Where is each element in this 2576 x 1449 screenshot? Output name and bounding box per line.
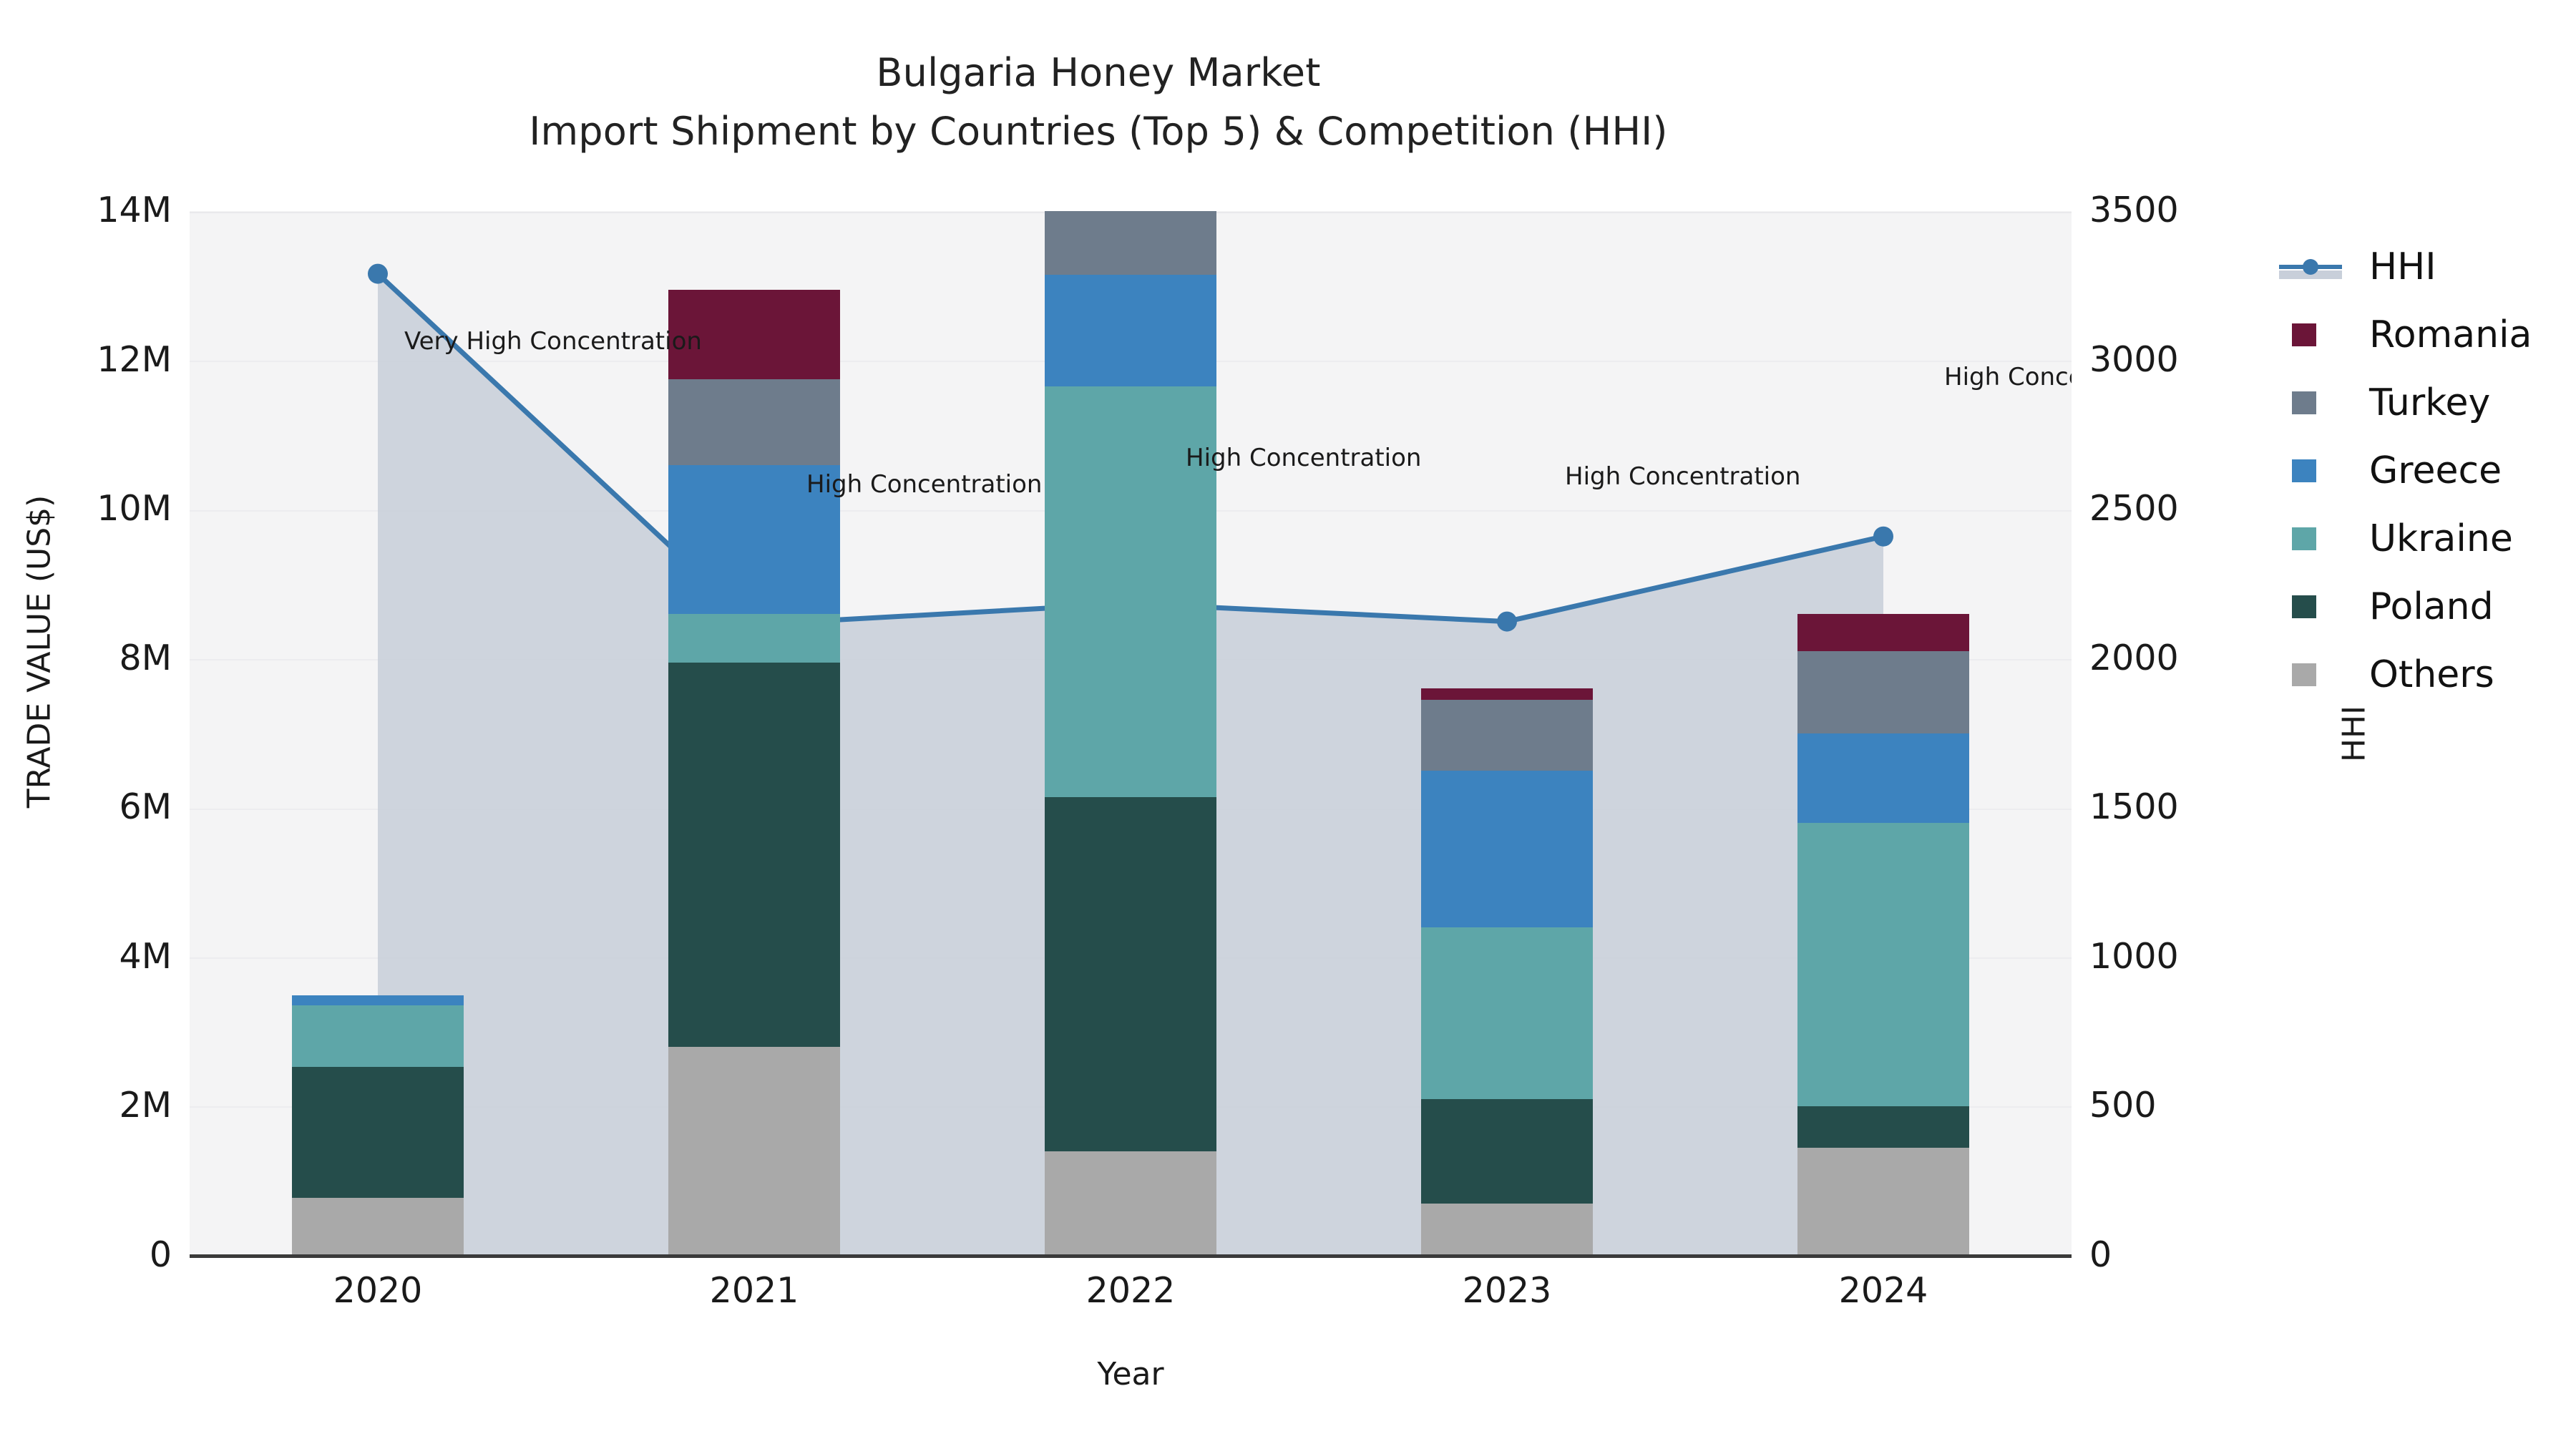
bar-segment-ukraine[interactable] bbox=[668, 614, 840, 663]
legend-swatch-icon bbox=[2292, 391, 2316, 414]
legend-swatch-icon bbox=[2292, 595, 2316, 618]
bar-segment-turkey[interactable] bbox=[1421, 700, 1593, 771]
legend-swatch-key-icon bbox=[2279, 519, 2365, 558]
bar-segment-ukraine[interactable] bbox=[292, 1005, 464, 1068]
chart-figure: Bulgaria Honey Market Import Shipment by… bbox=[0, 0, 2576, 1449]
y-axis-left-label: TRADE VALUE (US$) bbox=[21, 401, 58, 902]
x-axis-label: Year bbox=[190, 1356, 2072, 1392]
legend-swatch-icon bbox=[2292, 459, 2316, 482]
bar-segment-greece[interactable] bbox=[1421, 771, 1593, 927]
y-tick-right: 0 bbox=[2089, 1234, 2112, 1275]
y-tick-left: 4M bbox=[7, 936, 172, 977]
x-tick-2022: 2022 bbox=[1023, 1270, 1238, 1311]
y-tick-right: 500 bbox=[2089, 1085, 2157, 1126]
page-title: Bulgaria Honey Market Import Shipment by… bbox=[0, 54, 2197, 151]
bar-group[interactable] bbox=[1797, 614, 1969, 1256]
hhi-annotation: High Concentration bbox=[806, 472, 1042, 497]
legend-item-romania[interactable]: Romania bbox=[2279, 301, 2565, 369]
plot-area: Very High Concentration High Concentratio… bbox=[190, 211, 2072, 1256]
bar-segment-romania[interactable] bbox=[1797, 614, 1969, 651]
legend-label: HHI bbox=[2365, 248, 2436, 286]
legend-swatch-key-icon bbox=[2279, 384, 2365, 422]
hhi-annotation: Very High Concentration bbox=[404, 329, 702, 353]
bar-segment-turkey[interactable] bbox=[1045, 211, 1216, 275]
legend-label: Greece bbox=[2365, 452, 2502, 489]
legend-line-key-icon bbox=[2279, 248, 2365, 286]
legend-item-poland[interactable]: Poland bbox=[2279, 572, 2565, 640]
bar-segment-greece[interactable] bbox=[1797, 733, 1969, 823]
y-tick-left: 2M bbox=[7, 1085, 172, 1126]
title-line-1: Bulgaria Honey Market bbox=[0, 54, 2197, 92]
bar-segment-poland[interactable] bbox=[668, 663, 840, 1047]
bar-segment-greece[interactable] bbox=[1045, 275, 1216, 386]
bar-segment-turkey[interactable] bbox=[1797, 651, 1969, 733]
hhi-marker[interactable] bbox=[1497, 612, 1517, 632]
legend-item-turkey[interactable]: Turkey bbox=[2279, 369, 2565, 436]
legend-item-others[interactable]: Others bbox=[2279, 640, 2565, 708]
y-tick-right: 1500 bbox=[2089, 786, 2179, 827]
bar-segment-others[interactable] bbox=[668, 1047, 840, 1256]
bar-segment-poland[interactable] bbox=[1045, 797, 1216, 1151]
bar-segment-poland[interactable] bbox=[1797, 1106, 1969, 1147]
legend-item-ukraine[interactable]: Ukraine bbox=[2279, 504, 2565, 572]
legend-swatch-key-icon bbox=[2279, 655, 2365, 694]
bar-segment-others[interactable] bbox=[1045, 1151, 1216, 1256]
bar-group[interactable] bbox=[668, 290, 840, 1257]
legend-label: Turkey bbox=[2365, 384, 2490, 421]
bar-segment-ukraine[interactable] bbox=[1421, 927, 1593, 1099]
y-tick-right: 2000 bbox=[2089, 638, 2179, 678]
legend-swatch-key-icon bbox=[2279, 452, 2365, 490]
hhi-annotation: High Concentration bbox=[1944, 365, 2072, 389]
legend-label: Ukraine bbox=[2365, 520, 2513, 557]
bar-segment-others[interactable] bbox=[1421, 1204, 1593, 1256]
bar-group[interactable] bbox=[292, 995, 464, 1256]
legend-swatch-key-icon bbox=[2279, 587, 2365, 626]
y-tick-right: 1000 bbox=[2089, 936, 2179, 977]
title-line-2: Import Shipment by Countries (Top 5) & C… bbox=[0, 112, 2197, 151]
y-tick-left: 0 bbox=[7, 1234, 172, 1275]
bar-segment-greece[interactable] bbox=[292, 995, 464, 1005]
legend-item-greece[interactable]: Greece bbox=[2279, 436, 2565, 504]
legend-swatch-icon bbox=[2292, 663, 2316, 686]
y-tick-left: 12M bbox=[7, 339, 172, 380]
x-tick-2024: 2024 bbox=[1776, 1270, 1991, 1311]
bar-segment-romania[interactable] bbox=[1421, 688, 1593, 700]
bar-segment-turkey[interactable] bbox=[668, 379, 840, 465]
x-tick-2023: 2023 bbox=[1400, 1270, 1614, 1311]
bar-segment-others[interactable] bbox=[1797, 1148, 1969, 1256]
bar-group[interactable] bbox=[1421, 688, 1593, 1256]
legend: HHI Romania Turkey Greece Ukraine Poland Other… bbox=[2279, 233, 2565, 708]
bar-segment-others[interactable] bbox=[292, 1198, 464, 1256]
y-tick-right: 2500 bbox=[2089, 488, 2179, 529]
y-tick-right: 3000 bbox=[2089, 339, 2179, 380]
x-axis-line bbox=[190, 1254, 2072, 1258]
legend-swatch-key-icon bbox=[2279, 316, 2365, 354]
bar-segment-poland[interactable] bbox=[1421, 1099, 1593, 1204]
legend-item-hhi[interactable]: HHI bbox=[2279, 233, 2565, 301]
hhi-annotation: High Concentration bbox=[1186, 446, 1421, 470]
legend-swatch-icon bbox=[2292, 323, 2316, 346]
legend-swatch-icon bbox=[2292, 527, 2316, 550]
y-tick-right: 3500 bbox=[2089, 190, 2179, 230]
y-tick-left: 14M bbox=[7, 190, 172, 230]
x-tick-2021: 2021 bbox=[647, 1270, 862, 1311]
legend-label: Romania bbox=[2365, 316, 2532, 353]
bar-group[interactable] bbox=[1045, 211, 1216, 1256]
hhi-marker[interactable] bbox=[368, 264, 388, 284]
hhi-annotation: High Concentration bbox=[1565, 464, 1800, 489]
bar-segment-poland[interactable] bbox=[292, 1067, 464, 1198]
hhi-marker[interactable] bbox=[1873, 527, 1893, 547]
legend-label: Others bbox=[2365, 656, 2494, 693]
x-tick-2020: 2020 bbox=[270, 1270, 485, 1311]
bar-segment-ukraine[interactable] bbox=[1797, 823, 1969, 1106]
legend-label: Poland bbox=[2365, 588, 2494, 625]
legend-marker-icon bbox=[2303, 259, 2318, 275]
